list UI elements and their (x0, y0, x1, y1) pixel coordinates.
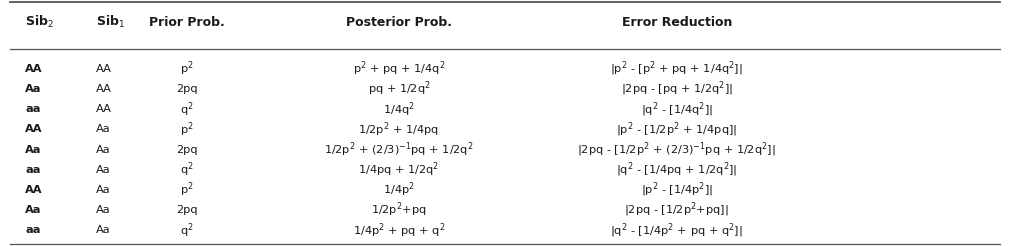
Text: 1/4q$^2$: 1/4q$^2$ (383, 100, 415, 119)
Text: Sib$_2$: Sib$_2$ (25, 14, 55, 30)
Text: aa: aa (25, 165, 40, 175)
Text: p$^2$ + pq + 1/4q$^2$: p$^2$ + pq + 1/4q$^2$ (352, 60, 445, 78)
Text: Aa: Aa (96, 205, 110, 215)
Text: |q$^2$ - [1/4p$^2$ + pq + q$^2$]|: |q$^2$ - [1/4p$^2$ + pq + q$^2$]| (610, 221, 743, 240)
Text: q$^2$: q$^2$ (180, 100, 194, 119)
Text: Sib$_1$: Sib$_1$ (96, 14, 125, 30)
Text: Aa: Aa (96, 225, 110, 235)
Text: 1/4p$^2$ + pq + q$^2$: 1/4p$^2$ + pq + q$^2$ (352, 221, 445, 240)
Text: Aa: Aa (96, 124, 110, 134)
Text: 2pq: 2pq (176, 145, 198, 154)
Text: p$^2$: p$^2$ (180, 120, 194, 139)
Text: |2pq - [1/2p$^2$ + (2/3)$^{-1}$pq + 1/2q$^2$]|: |2pq - [1/2p$^2$ + (2/3)$^{-1}$pq + 1/2q… (578, 140, 776, 159)
Text: |p$^2$ - [1/2p$^2$ + 1/4pq]|: |p$^2$ - [1/2p$^2$ + 1/4pq]| (616, 120, 737, 139)
Text: 1/2p$^2$ + 1/4pq: 1/2p$^2$ + 1/4pq (359, 120, 439, 139)
Text: |q$^2$ - [1/4pq + 1/2q$^2$]|: |q$^2$ - [1/4pq + 1/2q$^2$]| (616, 160, 737, 179)
Text: Aa: Aa (96, 145, 110, 154)
Text: aa: aa (25, 104, 40, 114)
Text: 1/2p$^2$ + (2/3)$^{-1}$pq + 1/2q$^2$: 1/2p$^2$ + (2/3)$^{-1}$pq + 1/2q$^2$ (324, 140, 474, 159)
Text: Aa: Aa (25, 84, 41, 94)
Text: 2pq: 2pq (176, 205, 198, 215)
Text: q$^2$: q$^2$ (180, 221, 194, 240)
Text: |p$^2$ - [p$^2$ + pq + 1/4q$^2$]|: |p$^2$ - [p$^2$ + pq + 1/4q$^2$]| (610, 60, 743, 78)
Text: AA: AA (25, 185, 42, 195)
Text: 1/4pq + 1/2q$^2$: 1/4pq + 1/2q$^2$ (359, 160, 439, 179)
Text: AA: AA (25, 124, 42, 134)
Text: Prior Prob.: Prior Prob. (149, 16, 224, 29)
Text: Aa: Aa (25, 145, 41, 154)
Text: Aa: Aa (96, 185, 110, 195)
Text: AA: AA (96, 84, 112, 94)
Text: Aa: Aa (25, 205, 41, 215)
Text: AA: AA (96, 104, 112, 114)
Text: Error Reduction: Error Reduction (621, 16, 732, 29)
Text: p$^2$: p$^2$ (180, 60, 194, 78)
Text: AA: AA (96, 64, 112, 74)
Text: p$^2$: p$^2$ (180, 181, 194, 199)
Text: 1/2p$^2$+pq: 1/2p$^2$+pq (371, 201, 427, 219)
Text: |p$^2$ - [1/4p$^2$]|: |p$^2$ - [1/4p$^2$]| (640, 181, 713, 199)
Text: |q$^2$ - [1/4q$^2$]|: |q$^2$ - [1/4q$^2$]| (640, 100, 713, 119)
Text: Posterior Prob.: Posterior Prob. (346, 16, 451, 29)
Text: Aa: Aa (96, 165, 110, 175)
Text: q$^2$: q$^2$ (180, 160, 194, 179)
Text: AA: AA (25, 64, 42, 74)
Text: 1/4p$^2$: 1/4p$^2$ (383, 181, 415, 199)
Text: aa: aa (25, 225, 40, 235)
Text: 2pq: 2pq (176, 84, 198, 94)
Text: |2pq - [1/2p$^2$+pq]|: |2pq - [1/2p$^2$+pq]| (624, 201, 729, 219)
Text: |2pq - [pq + 1/2q$^2$]|: |2pq - [pq + 1/2q$^2$]| (621, 80, 732, 98)
Text: pq + 1/2q$^2$: pq + 1/2q$^2$ (368, 80, 430, 98)
